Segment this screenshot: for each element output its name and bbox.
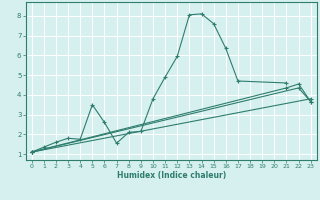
- X-axis label: Humidex (Indice chaleur): Humidex (Indice chaleur): [116, 171, 226, 180]
